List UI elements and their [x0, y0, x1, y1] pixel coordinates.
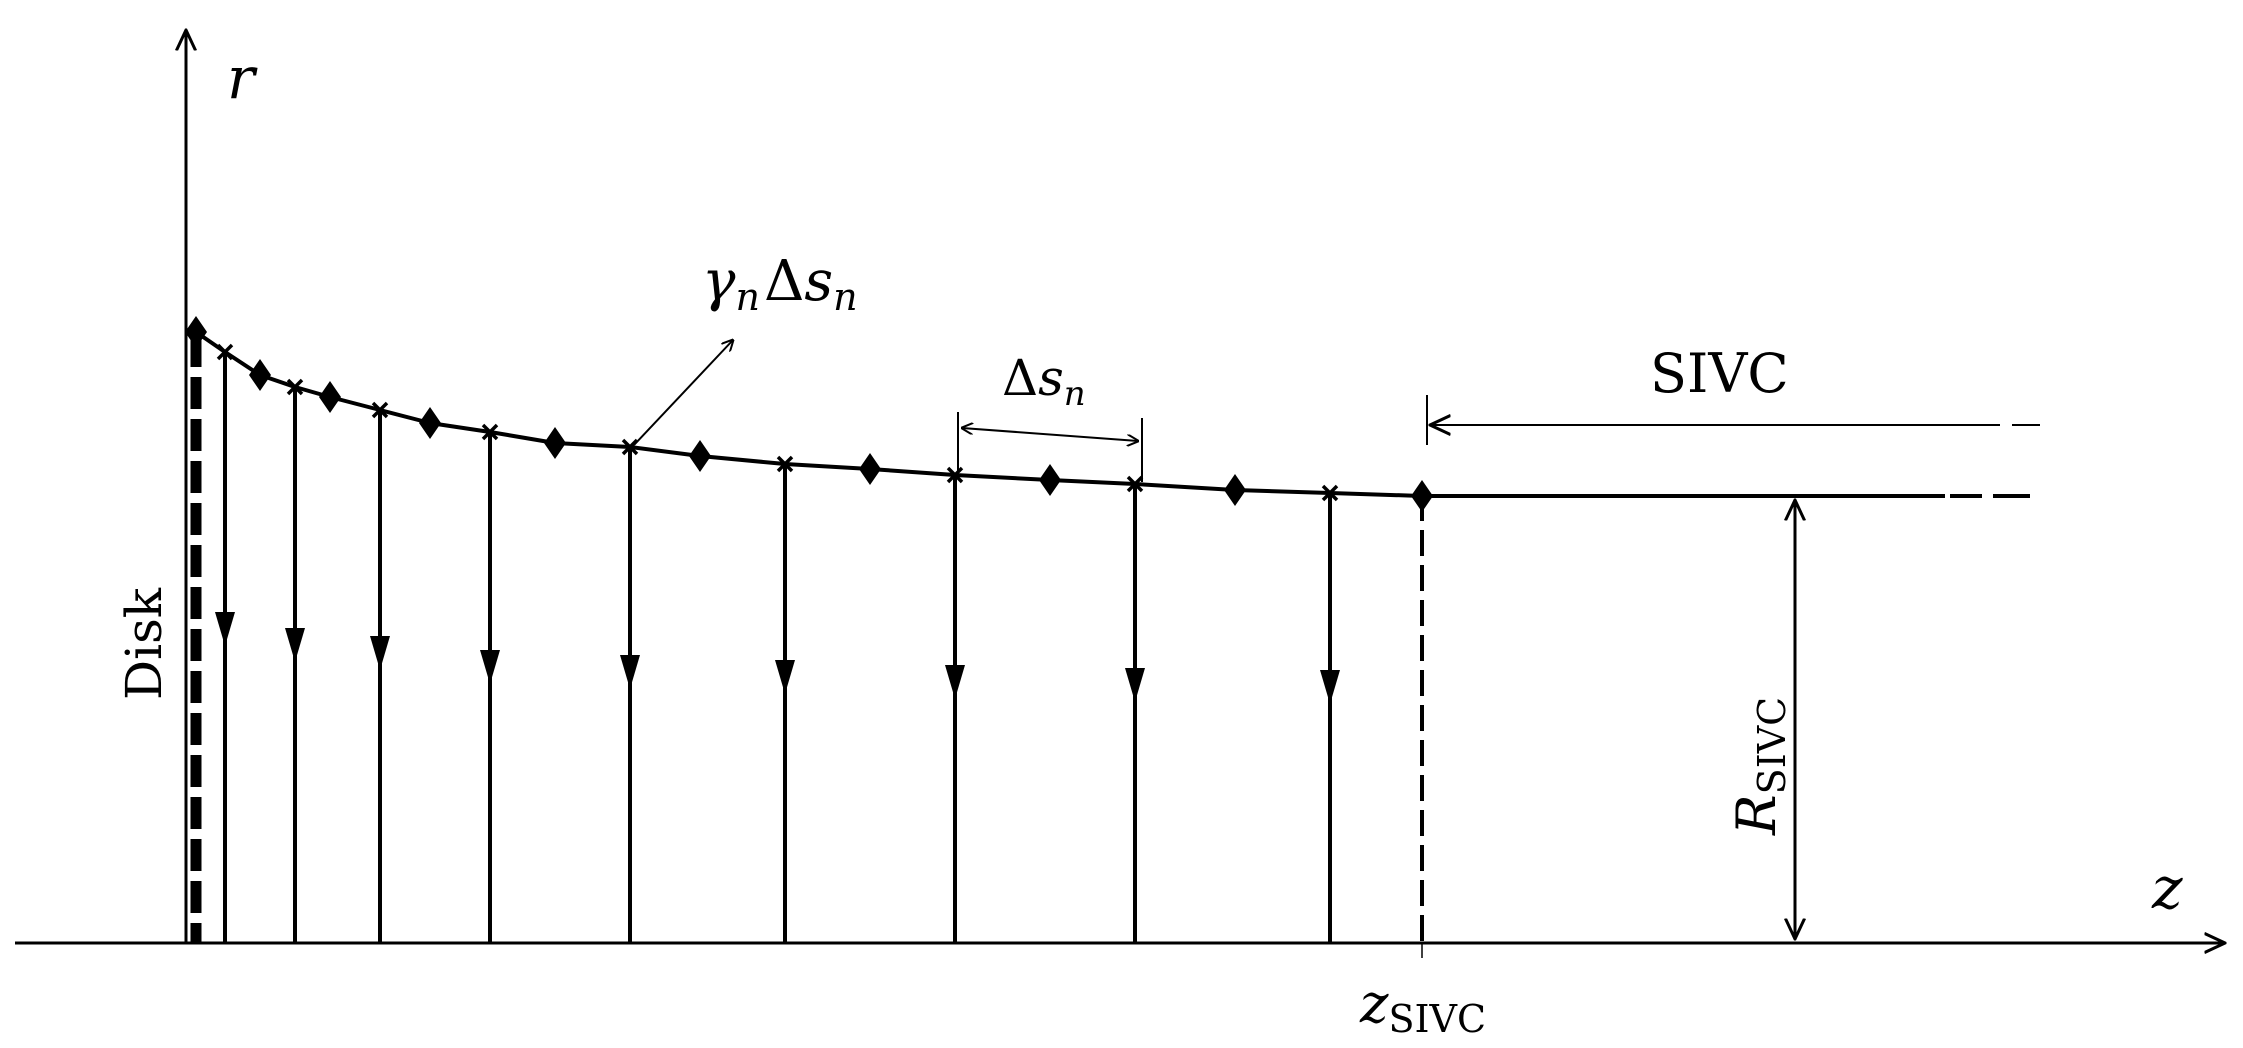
cross-marker-icon — [621, 438, 639, 456]
diamond-node-icon — [544, 427, 566, 459]
arrowhead-down-icon — [1320, 670, 1340, 704]
arrowhead-down-icon — [370, 636, 390, 670]
r-sivc-label: RSIVC — [1725, 697, 1794, 836]
control-point-markers — [216, 343, 1339, 502]
gamma-subscript: n — [735, 275, 759, 319]
arrowhead-down-icon — [215, 612, 235, 646]
delta-s-subscript: n — [1064, 374, 1086, 414]
cross-marker-icon — [1126, 475, 1144, 493]
diamond-node-icon — [1224, 474, 1246, 506]
sivc-label: SIVC — [1650, 342, 1789, 405]
z-axis-label: z — [2151, 854, 2183, 922]
cross-marker-icon — [216, 343, 234, 361]
r-sivc-subscript: SIVC — [1750, 697, 1794, 795]
gamma-leader-arrow — [633, 340, 733, 446]
cross-marker-icon — [371, 401, 389, 419]
cross-marker-icon — [286, 378, 304, 396]
gamma-delta-s-label: γnΔsn — [702, 249, 858, 319]
arrowhead-down-icon — [775, 660, 795, 694]
trailing-vortex-lines — [215, 352, 1340, 943]
delta-s-arrow — [962, 428, 1138, 441]
diamond-node-icon — [1039, 464, 1061, 496]
arrowhead-down-icon — [945, 665, 965, 699]
gamma-symbol: γ — [702, 249, 736, 314]
gamma-s-subscript: n — [833, 275, 857, 319]
diamond-node-icon — [419, 407, 441, 439]
z-sivc-label: zSIVC — [1359, 972, 1486, 1041]
gamma-delta-symbol: Δ — [764, 249, 804, 314]
r-sivc-base: R — [1725, 794, 1788, 836]
node-markers — [185, 316, 1433, 512]
diamond-node-icon — [249, 359, 271, 391]
delta-s-label: Δsn — [1002, 349, 1086, 414]
cross-marker-icon — [946, 466, 964, 484]
z-sivc-base: z — [1359, 972, 1389, 1035]
z-sivc-subscript: SIVC — [1388, 997, 1486, 1041]
disk-label: Disk — [115, 587, 173, 700]
delta-s-symbol: s — [1038, 349, 1064, 407]
diamond-node-icon — [859, 453, 881, 485]
cross-marker-icon — [481, 423, 499, 441]
r-axis-label: r — [227, 44, 258, 112]
arrowhead-down-icon — [620, 655, 640, 689]
gamma-s-symbol: s — [804, 249, 833, 314]
cross-marker-icon — [1321, 484, 1339, 502]
arrowhead-down-icon — [285, 628, 305, 662]
diamond-node-icon — [689, 440, 711, 472]
delta-symbol: Δ — [1002, 349, 1038, 407]
cross-marker-icon — [776, 455, 794, 473]
arrowhead-down-icon — [1125, 668, 1145, 702]
arrowhead-down-icon — [480, 650, 500, 684]
diamond-node-icon — [1411, 480, 1433, 512]
diamond-node-icon — [185, 316, 207, 348]
diamond-node-icon — [319, 381, 341, 413]
